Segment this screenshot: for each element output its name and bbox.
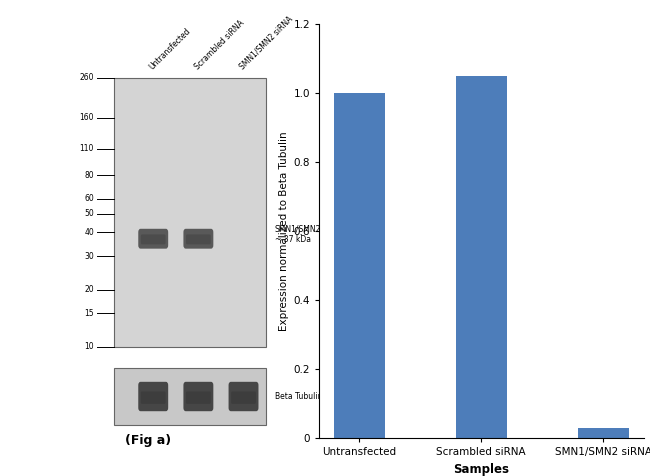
Bar [578, 427, 629, 438]
FancyBboxPatch shape [186, 391, 211, 404]
Bar [456, 76, 507, 438]
Text: Untransfected: Untransfected [148, 27, 192, 71]
Text: 260: 260 [79, 73, 94, 82]
Text: 80: 80 [84, 170, 94, 179]
FancyBboxPatch shape [183, 382, 213, 411]
Text: 110: 110 [79, 144, 94, 153]
Text: (Fig a): (Fig a) [125, 434, 171, 447]
Y-axis label: Expression normalized to Beta Tubulin: Expression normalized to Beta Tubulin [280, 131, 289, 331]
Text: Scrambled siRNA: Scrambled siRNA [193, 19, 246, 71]
FancyBboxPatch shape [229, 382, 259, 411]
Bar [114, 367, 266, 426]
Text: 15: 15 [84, 309, 94, 318]
Text: 40: 40 [84, 228, 94, 237]
FancyBboxPatch shape [186, 234, 211, 244]
Text: SMN1/SMN2
~ 37 kDa: SMN1/SMN2 ~ 37 kDa [274, 225, 321, 244]
Text: 160: 160 [79, 113, 94, 122]
FancyBboxPatch shape [138, 229, 168, 248]
Text: Beta Tubulin: Beta Tubulin [274, 392, 322, 401]
Text: 50: 50 [84, 209, 94, 218]
Text: 60: 60 [84, 194, 94, 203]
FancyBboxPatch shape [141, 391, 166, 404]
Bar [333, 93, 385, 438]
X-axis label: Samples: Samples [453, 463, 509, 476]
FancyBboxPatch shape [231, 391, 256, 404]
FancyBboxPatch shape [138, 382, 168, 411]
Text: SMN1/SMN2 siRNA: SMN1/SMN2 siRNA [238, 15, 294, 71]
Text: 30: 30 [84, 251, 94, 260]
Text: 20: 20 [84, 285, 94, 294]
Text: 10: 10 [84, 342, 94, 351]
FancyBboxPatch shape [141, 234, 166, 244]
Bar [114, 78, 266, 347]
FancyBboxPatch shape [183, 229, 213, 248]
